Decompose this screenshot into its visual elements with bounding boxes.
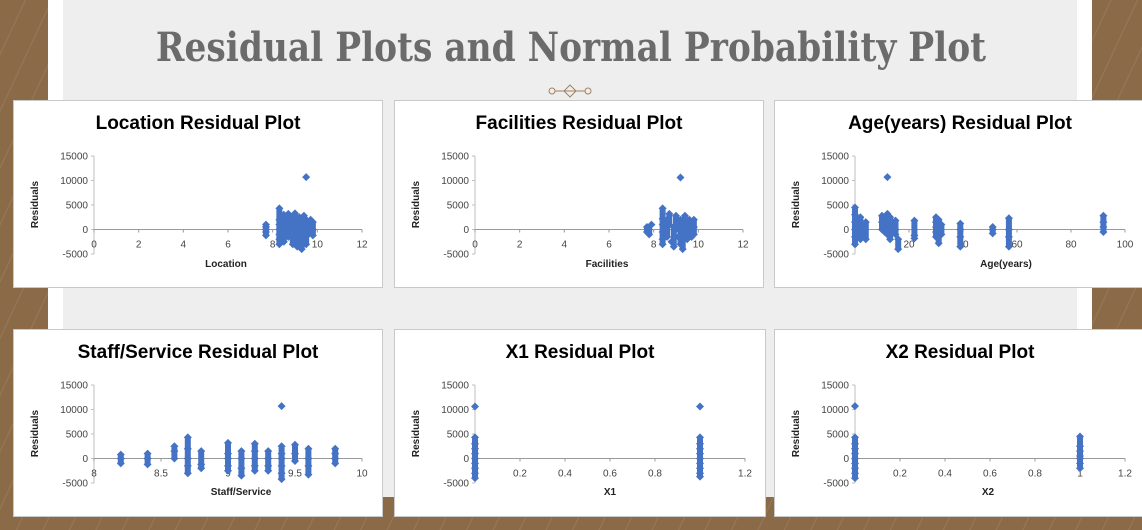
- svg-text:2: 2: [517, 240, 523, 251]
- svg-text:0: 0: [463, 454, 469, 465]
- svg-text:0: 0: [463, 225, 469, 236]
- svg-text:20: 20: [903, 240, 915, 251]
- svg-text:0.2: 0.2: [893, 469, 907, 480]
- chart-title: Location Residual Plot: [95, 113, 301, 134]
- svg-text:10000: 10000: [60, 405, 88, 416]
- svg-text:0: 0: [843, 225, 849, 236]
- svg-text:15000: 15000: [441, 152, 469, 163]
- svg-text:5000: 5000: [447, 430, 470, 441]
- svg-text:5000: 5000: [66, 430, 89, 441]
- svg-text:10: 10: [693, 240, 705, 251]
- svg-text:5000: 5000: [447, 201, 470, 212]
- svg-text:15000: 15000: [60, 381, 88, 392]
- x-axis-label: Staff/Service: [210, 487, 272, 498]
- svg-text:0: 0: [82, 225, 88, 236]
- diamond-divider-icon: [548, 84, 592, 98]
- chart-location: Location Residual Plot 15000 10000 5000 0 -5…: [13, 100, 383, 288]
- chart-x1: X1 Residual Plot 150001000050000-500000.…: [394, 329, 766, 517]
- svg-text:15000: 15000: [821, 381, 849, 392]
- svg-text:9.5: 9.5: [288, 469, 302, 480]
- svg-text:1.2: 1.2: [738, 469, 752, 480]
- chart-staff-service: Staff/Service Residual Plot 15000 10000 50…: [13, 329, 383, 517]
- chart-facilities: Facilities Residual Plot 15000 10000 5000 0…: [394, 100, 764, 288]
- svg-text:0: 0: [472, 240, 478, 251]
- svg-text:8: 8: [270, 240, 276, 251]
- chart-title: Staff/Service Residual Plot: [77, 342, 319, 363]
- y-axis-label: Residuals: [791, 180, 803, 229]
- chart-x2: X2 Residual Plot 150001000050000-500000.…: [774, 329, 1142, 517]
- svg-text:0.6: 0.6: [983, 469, 997, 480]
- y-axis-label: Residuals: [411, 409, 423, 458]
- x-axis-label: X2: [981, 487, 995, 498]
- svg-text:80: 80: [1065, 240, 1077, 251]
- svg-text:10000: 10000: [60, 176, 88, 187]
- x-axis-label: Facilities: [585, 259, 629, 270]
- svg-text:6: 6: [225, 240, 231, 251]
- svg-text:-5000: -5000: [443, 479, 469, 490]
- svg-text:15000: 15000: [60, 152, 88, 163]
- svg-text:2: 2: [136, 240, 142, 251]
- svg-text:1: 1: [1077, 469, 1083, 480]
- y-axis-label: Residuals: [30, 180, 42, 229]
- y-axis-label: Residuals: [30, 409, 42, 458]
- svg-text:-5000: -5000: [62, 250, 88, 261]
- svg-text:10: 10: [356, 469, 368, 480]
- x-axis-label: X1: [603, 487, 617, 498]
- chart-title: X2 Residual Plot: [885, 342, 1035, 363]
- chart-title: Age(years) Residual Plot: [848, 113, 1072, 134]
- svg-text:0.4: 0.4: [558, 469, 572, 480]
- svg-text:12: 12: [356, 240, 368, 251]
- svg-text:5000: 5000: [827, 430, 850, 441]
- svg-text:-5000: -5000: [62, 479, 88, 490]
- svg-text:10000: 10000: [441, 176, 469, 187]
- svg-text:0.6: 0.6: [603, 469, 617, 480]
- svg-text:4: 4: [181, 240, 187, 251]
- svg-text:100: 100: [1117, 240, 1134, 251]
- x-axis-label: Location: [205, 259, 247, 270]
- svg-text:0.8: 0.8: [648, 469, 662, 480]
- svg-text:8: 8: [651, 240, 657, 251]
- svg-text:0.8: 0.8: [1028, 469, 1042, 480]
- svg-text:-5000: -5000: [823, 250, 849, 261]
- svg-text:15000: 15000: [821, 152, 849, 163]
- svg-text:10: 10: [312, 240, 324, 251]
- svg-text:0: 0: [82, 454, 88, 465]
- svg-text:5000: 5000: [66, 201, 89, 212]
- svg-text:60: 60: [1011, 240, 1023, 251]
- svg-text:8.5: 8.5: [154, 469, 168, 480]
- y-axis-label: Residuals: [411, 180, 423, 229]
- chart-age-years: Age(years) Residual Plot 15000 10000 5000 0…: [774, 100, 1142, 288]
- svg-text:0.2: 0.2: [513, 469, 527, 480]
- svg-text:8: 8: [91, 469, 97, 480]
- chart-title: X1 Residual Plot: [505, 342, 655, 363]
- svg-text:15000: 15000: [441, 381, 469, 392]
- svg-text:1.2: 1.2: [1118, 469, 1132, 480]
- svg-text:6: 6: [606, 240, 612, 251]
- x-axis-label: Age(years): [980, 259, 1032, 270]
- svg-text:0: 0: [91, 240, 97, 251]
- svg-text:10000: 10000: [821, 176, 849, 187]
- svg-text:5000: 5000: [827, 201, 850, 212]
- svg-text:12: 12: [737, 240, 749, 251]
- slide-title: Residual Plots and Normal Probability Pl…: [155, 24, 987, 71]
- svg-text:4: 4: [562, 240, 568, 251]
- svg-text:-5000: -5000: [443, 250, 469, 261]
- svg-text:10000: 10000: [441, 405, 469, 416]
- svg-text:0: 0: [843, 454, 849, 465]
- svg-text:10000: 10000: [821, 405, 849, 416]
- svg-text:0.4: 0.4: [938, 469, 952, 480]
- svg-text:-5000: -5000: [823, 479, 849, 490]
- y-axis-label: Residuals: [791, 409, 803, 458]
- chart-title: Facilities Residual Plot: [475, 113, 683, 134]
